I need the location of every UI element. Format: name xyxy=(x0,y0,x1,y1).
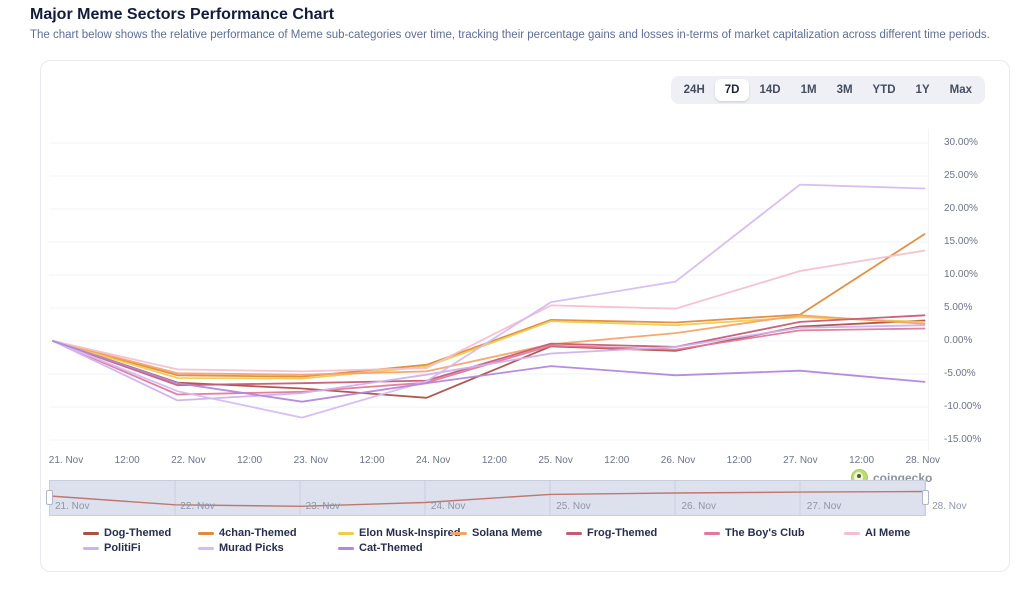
series-line-cat-themed[interactable] xyxy=(52,340,926,403)
x-tick-label: 12:00 xyxy=(237,455,263,466)
legend-label: Murad Picks xyxy=(219,542,284,554)
performance-chart: 30.00% 25.00% 20.00% 15.00% 10.00% 5.00% 0.00%… xyxy=(49,121,1001,493)
y-tick-label: -5.00% xyxy=(944,368,976,379)
series-line-frog-themed[interactable] xyxy=(52,314,926,387)
y-tick-label: 5.00% xyxy=(944,302,973,313)
legend-marker-politifi xyxy=(83,546,99,550)
legend-item-ai-meme[interactable]: AI Meme xyxy=(844,527,993,539)
legend-marker-dog-themed xyxy=(83,531,99,535)
y-tick-label: -10.00% xyxy=(944,401,982,412)
legend-item-solana-meme[interactable]: Solana Meme xyxy=(451,527,566,539)
page-title: Major Meme Sectors Performance Chart xyxy=(30,6,335,23)
legend-item-the-boy-s-club[interactable]: The Boy's Club xyxy=(704,527,844,539)
navigator-date-label: 21. Nov xyxy=(55,501,90,512)
x-tick-label: 12:00 xyxy=(849,455,875,466)
y-tick-label: 0.00% xyxy=(944,335,973,346)
navigator-date-label: 28. Nov xyxy=(932,501,967,512)
page-subtitle: The chart below shows the relative perfo… xyxy=(30,29,990,41)
range-button-3m[interactable]: 3M xyxy=(827,79,863,101)
legend-label: AI Meme xyxy=(865,527,911,539)
legend-marker-cat-themed xyxy=(338,546,354,550)
legend-label: 4chan-Themed xyxy=(219,527,297,539)
legend-label: The Boy's Club xyxy=(725,527,805,539)
legend-item-4chan-themed[interactable]: 4chan-Themed xyxy=(198,527,338,539)
x-tick-label: 24. Nov xyxy=(415,455,451,466)
time-range-selector: 24H 7D 14D 1M 3M YTD 1Y Max xyxy=(670,76,985,104)
legend-item-elon-musk-inspired[interactable]: Elon Musk-Inspired xyxy=(338,527,460,539)
series-line-solana-meme[interactable] xyxy=(52,314,926,376)
legend-marker-murad-picks xyxy=(198,546,214,550)
x-tick-label: 12:00 xyxy=(604,455,630,466)
series-line-politifi[interactable] xyxy=(52,324,926,402)
x-tick-label: 21. Nov xyxy=(48,455,84,466)
legend-marker-4chan-themed xyxy=(198,531,214,535)
chart-card: 24H 7D 14D 1M 3M YTD 1Y Max 30.00% 25.00% 20.00% 1… xyxy=(40,60,1010,572)
x-tick-label: 12:00 xyxy=(114,455,140,466)
series-line-4chan-themed[interactable] xyxy=(52,233,926,378)
navigator-date-label: 24. Nov xyxy=(430,501,466,512)
x-tick-label: 26. Nov xyxy=(660,455,696,466)
range-button-1y[interactable]: 1Y xyxy=(906,79,940,101)
range-button-7d[interactable]: 7D xyxy=(714,79,750,101)
legend-marker-solana-meme xyxy=(451,531,467,535)
legend-marker-the-boy-s-club xyxy=(704,531,720,535)
y-tick-label: -15.00% xyxy=(944,434,982,445)
legend-item-cat-themed[interactable]: Cat-Themed xyxy=(338,542,451,554)
navigator-date-label: 27. Nov xyxy=(806,501,842,512)
range-button-14d[interactable]: 14D xyxy=(749,79,790,101)
legend-label: PolitiFi xyxy=(104,542,141,554)
y-tick-label: 25.00% xyxy=(944,170,978,181)
legend-item-politifi[interactable]: PolitiFi xyxy=(83,542,198,554)
y-tick-label: 15.00% xyxy=(944,236,978,247)
legend-label: Elon Musk-Inspired xyxy=(359,527,461,539)
x-tick-label: 22. Nov xyxy=(171,455,206,466)
x-tick-label: 27. Nov xyxy=(783,455,818,466)
y-tick-label: 20.00% xyxy=(944,203,978,214)
navigator-date-label: 23. Nov xyxy=(305,501,341,512)
legend-label: Solana Meme xyxy=(472,527,543,539)
x-tick-label: 12:00 xyxy=(359,455,385,466)
chart-legend: Dog-Themed 4chan-Themed Elon Musk-Inspired… xyxy=(83,527,993,554)
range-button-24h[interactable]: 24H xyxy=(674,79,715,101)
y-axis: 30.00% 25.00% 20.00% 15.00% 10.00% 5.00% 0.00%… xyxy=(937,121,1001,451)
x-tick-label: 23. Nov xyxy=(293,455,329,466)
chart-plot-area[interactable] xyxy=(49,121,929,451)
legend-marker-ai-meme xyxy=(844,531,860,535)
legend-item-frog-themed[interactable]: Frog-Themed xyxy=(566,527,704,539)
navigator-selection[interactable] xyxy=(46,480,929,516)
series-line-ai-meme[interactable] xyxy=(52,249,926,373)
navigator-mini-chart xyxy=(50,481,925,515)
y-tick-label: 30.00% xyxy=(944,137,978,148)
legend-label: Dog-Themed xyxy=(104,527,172,539)
navigator-date-label: 22. Nov xyxy=(180,501,215,512)
y-tick-label: 10.00% xyxy=(944,269,978,280)
navigator-handle-right[interactable] xyxy=(922,490,929,505)
legend-item-murad-picks[interactable]: Murad Picks xyxy=(198,542,338,554)
x-axis: 21. Nov 12:00 22. Nov 12:00 23. Nov 12:00 24. … xyxy=(48,455,940,471)
range-navigator[interactable]: 21. Nov 22. Nov 23. Nov 24. Nov 25. Nov 26. N… xyxy=(46,480,1001,517)
legend-marker-frog-themed xyxy=(566,531,582,535)
range-button-max[interactable]: Max xyxy=(940,79,982,101)
range-button-ytd[interactable]: YTD xyxy=(863,79,906,101)
legend-marker-elon-musk-inspired xyxy=(338,531,354,535)
legend-item-dog-themed[interactable]: Dog-Themed xyxy=(83,527,198,539)
toolbar: 24H 7D 14D 1M 3M YTD 1Y Max xyxy=(670,76,985,104)
legend-label: Frog-Themed xyxy=(587,527,658,539)
x-tick-label: 28. Nov xyxy=(905,455,941,466)
legend-label: Cat-Themed xyxy=(359,542,423,554)
range-button-1m[interactable]: 1M xyxy=(791,79,827,101)
navigator-date-label: 25. Nov xyxy=(556,501,591,512)
navigator-date-label: 26. Nov xyxy=(681,501,716,512)
series-line-murad-picks[interactable] xyxy=(52,183,926,419)
navigator-handle-left[interactable] xyxy=(46,490,53,505)
x-tick-label: 25. Nov xyxy=(538,455,573,466)
x-tick-label: 12:00 xyxy=(726,455,752,466)
x-tick-label: 12:00 xyxy=(481,455,507,466)
